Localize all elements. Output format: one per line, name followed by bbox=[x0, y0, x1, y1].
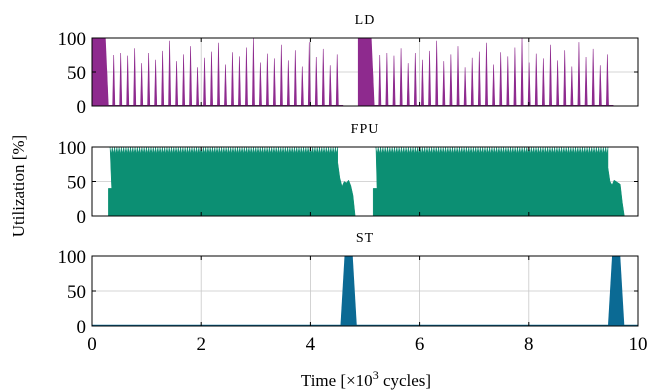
x-axis-label-suffix: cycles] bbox=[379, 371, 431, 390]
ld-burst-1 bbox=[357, 38, 375, 106]
panel-fpu: 0 50 100 FPU bbox=[58, 122, 639, 228]
fpu-area-0 bbox=[108, 146, 356, 217]
y-tick-label: 0 bbox=[77, 207, 87, 228]
y-tick-label: 0 bbox=[77, 317, 87, 338]
x-tick-label: 6 bbox=[415, 334, 425, 355]
y-axis-label: Utilization [%] bbox=[9, 135, 28, 237]
fpu-area-1 bbox=[372, 146, 625, 217]
x-tick-label: 10 bbox=[629, 334, 648, 355]
x-axis-label: Time [×103 cycles] bbox=[301, 368, 431, 390]
panel-st: 0 50 100 ST 0 2 4 6 8 10 bbox=[58, 231, 648, 355]
panel-ld: 0 50 100 LD bbox=[58, 13, 639, 118]
panel-title: FPU bbox=[351, 122, 380, 137]
y-tick-label: 50 bbox=[67, 282, 86, 303]
panel-title: LD bbox=[355, 13, 376, 28]
x-axis-label-prefix: Time [×10 bbox=[301, 371, 373, 390]
x-axis-label-sup: 3 bbox=[373, 368, 379, 382]
ld-burst-0 bbox=[92, 38, 109, 106]
y-tick-label: 100 bbox=[58, 247, 87, 268]
panel-title: ST bbox=[356, 231, 374, 246]
y-tick-label: 100 bbox=[58, 138, 87, 159]
x-tick-label: 8 bbox=[524, 334, 534, 355]
y-tick-label: 0 bbox=[77, 97, 87, 118]
y-tick-label: 50 bbox=[67, 63, 86, 84]
st-burst-1 bbox=[607, 256, 625, 326]
x-tick-label: 4 bbox=[306, 334, 316, 355]
x-tick-label: 2 bbox=[196, 334, 206, 355]
x-tick-label: 0 bbox=[87, 334, 97, 355]
st-burst-0 bbox=[340, 256, 357, 326]
panels-group: 0 50 100 LD 0 50 100 FPU 0 50 100 ST 0 2 4 6 8 10 bbox=[58, 13, 648, 355]
y-tick-label: 50 bbox=[67, 173, 86, 194]
y-tick-label: 100 bbox=[58, 29, 87, 50]
